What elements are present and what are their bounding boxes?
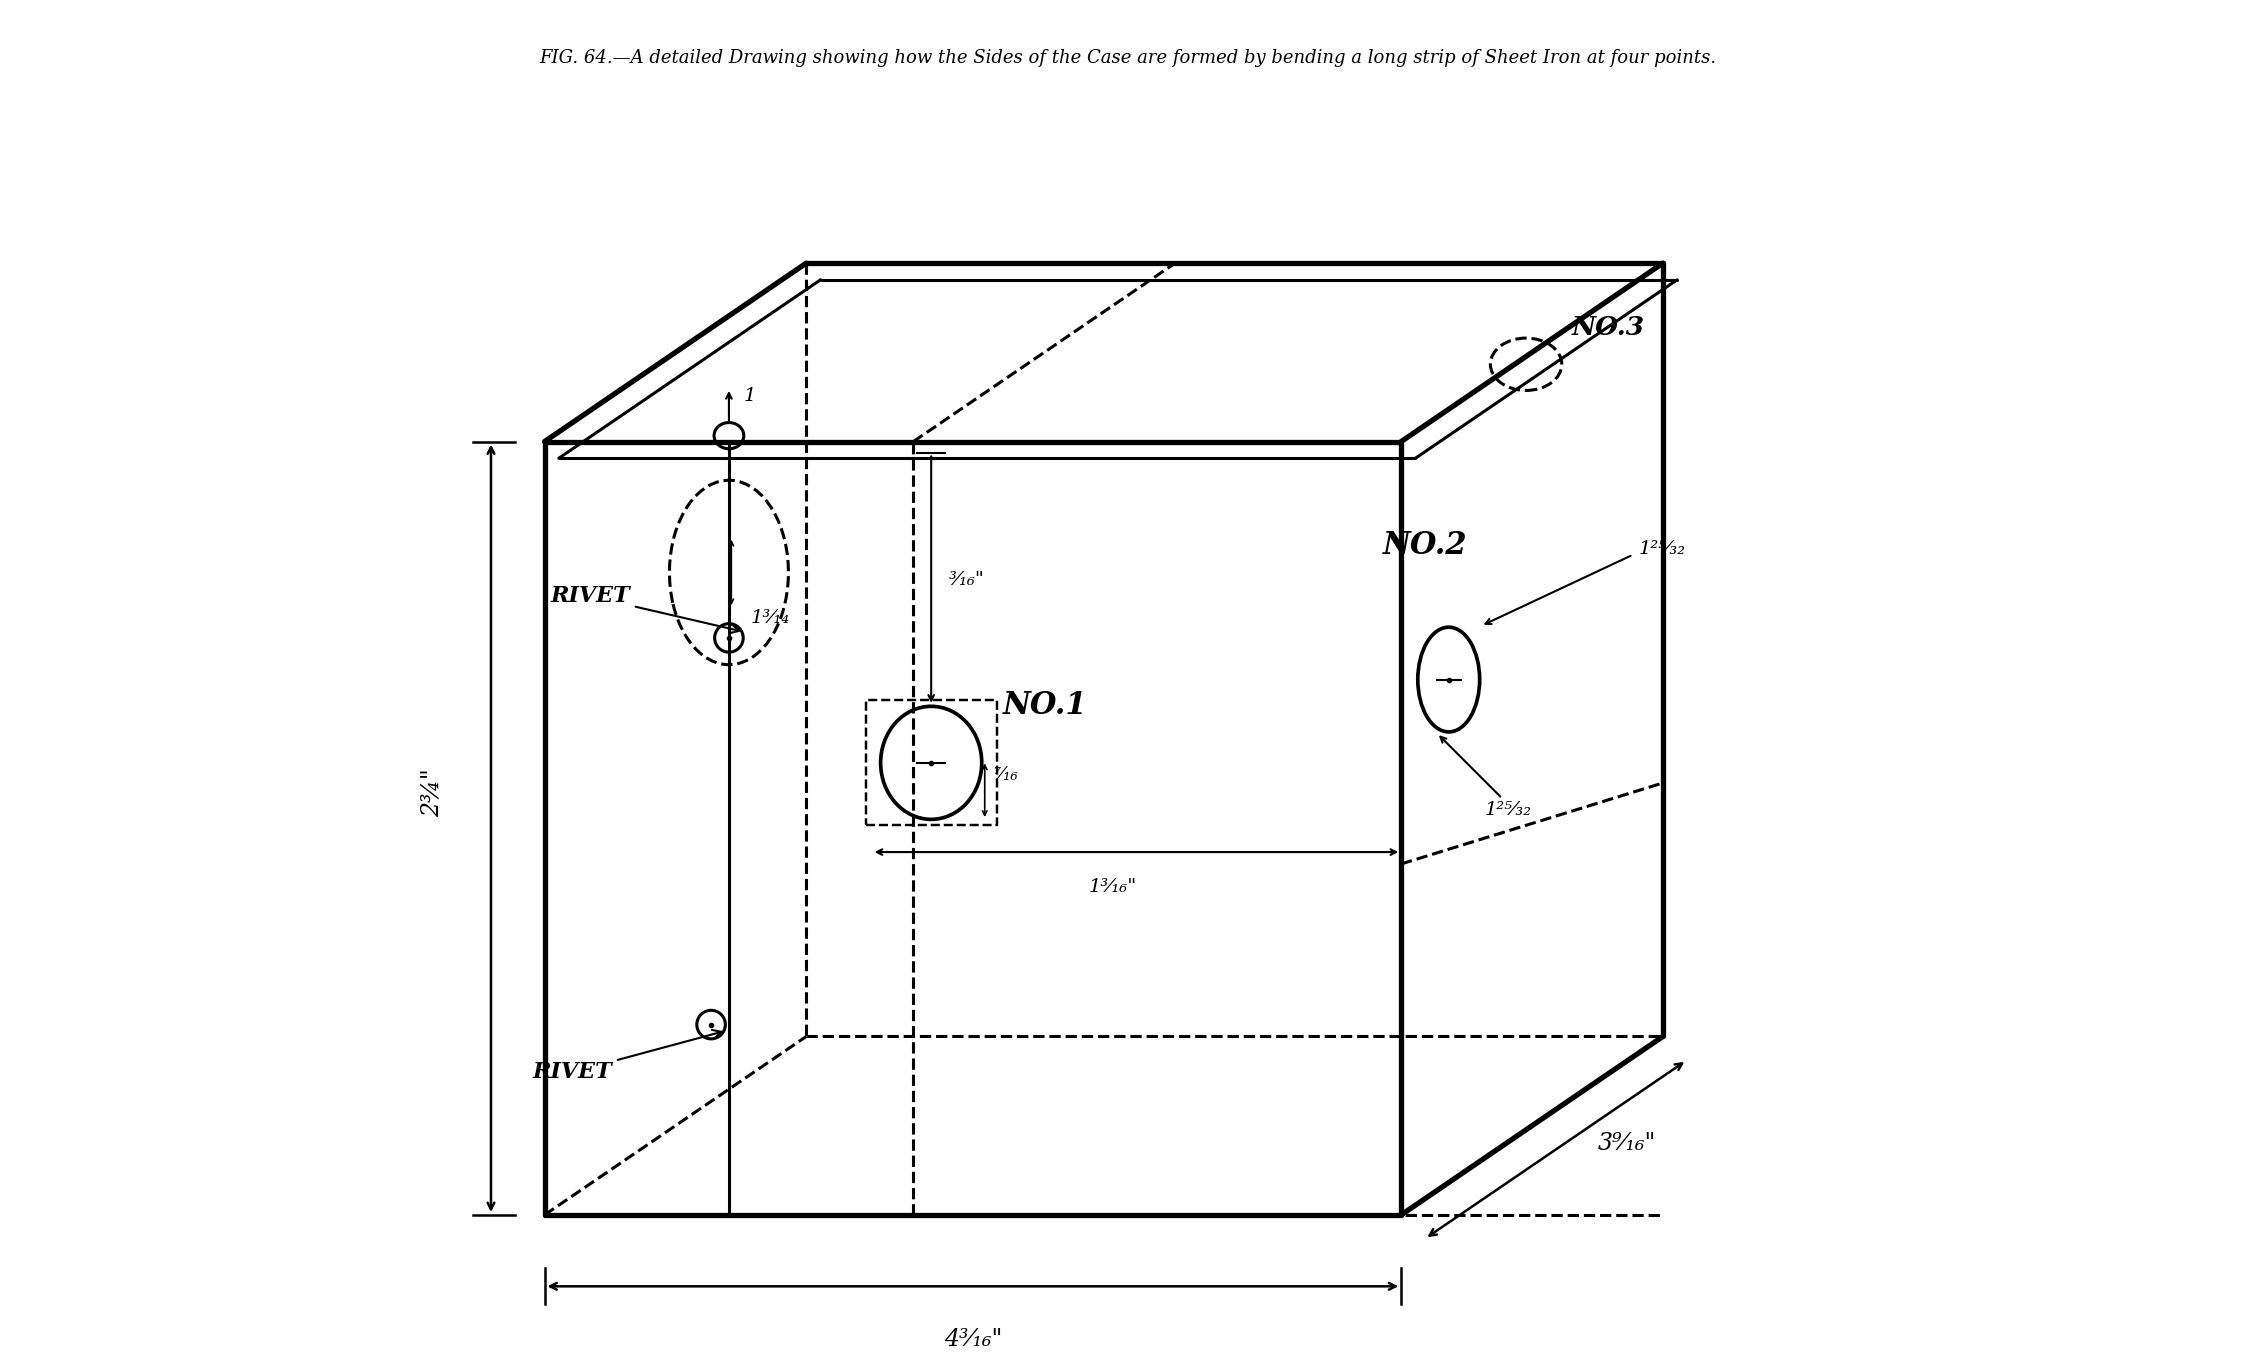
Text: FIG. 64.—A detailed Drawing showing how the Sides of the Case are formed by bend: FIG. 64.—A detailed Drawing showing how … [539, 49, 1716, 67]
Text: 2¾": 2¾" [419, 768, 442, 817]
Text: 1²⁵⁄₃₂: 1²⁵⁄₃₂ [1484, 802, 1531, 820]
Text: 4³⁄₁₆": 4³⁄₁₆" [943, 1328, 1001, 1352]
Text: NO.3: NO.3 [1572, 315, 1644, 340]
Text: NO.2: NO.2 [1382, 529, 1468, 561]
Text: ⁷⁄₁₆: ⁷⁄₁₆ [992, 766, 1017, 784]
Text: RIVET: RIVET [550, 585, 740, 633]
Text: NO.1: NO.1 [1003, 690, 1087, 721]
Text: 1: 1 [744, 388, 755, 406]
Text: 1³⁄₁₆": 1³⁄₁₆" [1089, 879, 1137, 897]
Text: RIVET: RIVET [532, 1030, 722, 1083]
Text: ³⁄₁₆": ³⁄₁₆" [949, 570, 985, 588]
Text: 1³⁄₁₄: 1³⁄₁₄ [751, 609, 789, 627]
Text: 3⁹⁄₁₆": 3⁹⁄₁₆" [1597, 1132, 1655, 1154]
Text: 1²⁵⁄₃₂: 1²⁵⁄₃₂ [1639, 540, 1687, 558]
